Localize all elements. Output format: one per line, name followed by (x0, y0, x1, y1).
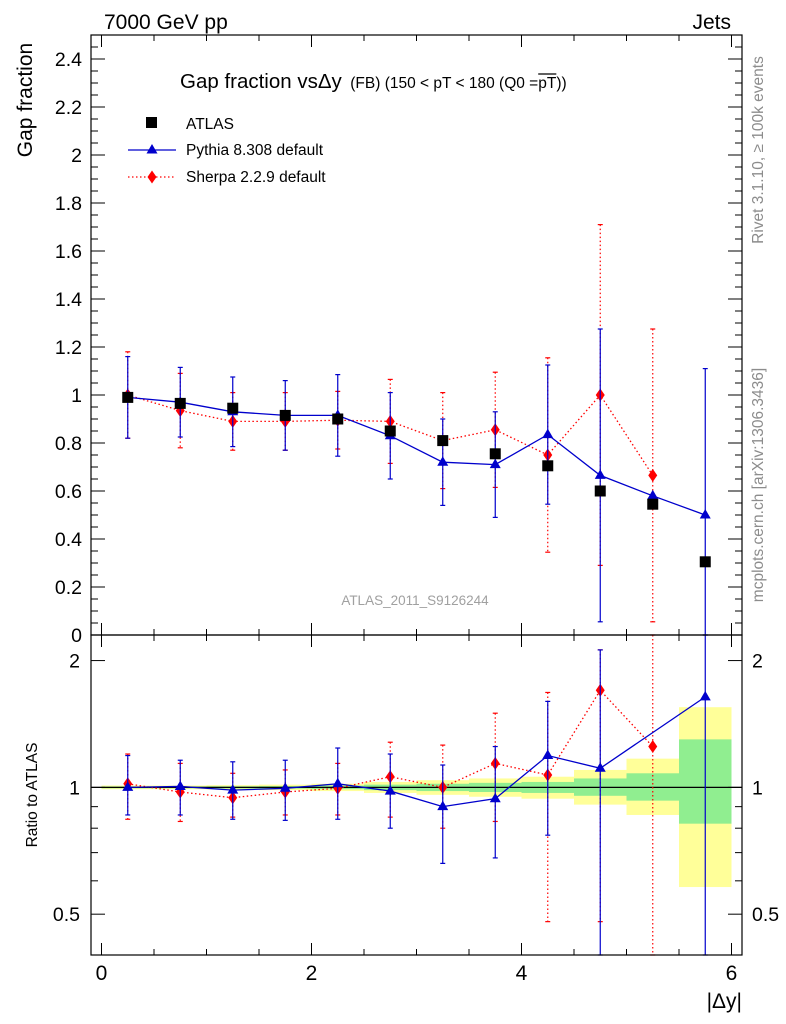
main-y-tick-label: 0.8 (55, 433, 82, 455)
main-y-tick-label: 2.4 (55, 49, 82, 71)
data-point-pythia-8-308-default (437, 456, 449, 466)
legend-marker-atlas (146, 117, 157, 128)
ratio-point-pythia-8-308-default (332, 777, 344, 788)
ratio-point-pythia-8-308-default (227, 784, 239, 794)
main-panel-ticks: 0 0.2 0.4 0.6 0.8 1 1.2 1.4 1.6 1.8 2 2.2 2.4 (55, 34, 742, 647)
data-point-atlas (332, 413, 344, 425)
data-point-pythia-8-308-default (594, 469, 606, 479)
chart-title: Gap fraction vsΔy (FB) (150 < pT < 180 (… (180, 70, 567, 93)
ratio-y-tick-label: 0.5 (53, 904, 80, 926)
main-y-tick-label: 2.2 (55, 97, 82, 119)
series-line-sherpa-2-2-9-default (127, 393, 654, 476)
ratio-point-pythia-8-308-default (279, 782, 291, 792)
legend-label-atlas: ATLAS (186, 116, 234, 133)
legend-marker-sherpa (147, 170, 157, 184)
legend: ATLAS Pythia 8.308 default Sherpa 2.2.9 … (128, 116, 326, 186)
data-point-pythia-8-308-default (489, 458, 501, 469)
ratio-point-pythia-8-308-default (699, 690, 711, 701)
ratio-point-pythia-8-308-default (122, 781, 134, 791)
ratio-point-pythia-8-308-default (437, 800, 449, 811)
series-line-pythia-8-308-default (127, 396, 706, 516)
main-y-tick-label: 0.6 (55, 481, 82, 503)
ratio-panel-frame (90, 634, 743, 956)
main-y-tick-label: 1.2 (55, 337, 82, 359)
data-point-pythia-8-308-default (542, 428, 554, 439)
main-y-tick-label: 0 (71, 625, 82, 647)
main-y-tick-label: 1.4 (55, 289, 82, 311)
data-point-atlas (227, 402, 239, 414)
ratio-uncertainty-bands (91, 707, 742, 888)
chart-title-sub: (FB) (150 < pT < 180 (Q0 =pT)) (350, 75, 566, 92)
analysis-id-label: ATLAS_2011_S9126244 (341, 593, 489, 608)
ratio-point-pythia-8-308-default (174, 780, 186, 790)
chart-title-main: Gap fraction vsΔy (180, 70, 343, 93)
ratio-point-pythia-8-308-default (594, 762, 606, 772)
main-y-tick-label: 1.6 (55, 241, 82, 263)
data-point-sherpa-2-2-9-default (648, 468, 658, 482)
main-y-tick-label: 1.8 (55, 193, 82, 215)
main-panel-series (122, 224, 711, 636)
x-tick-label: 4 (516, 962, 528, 985)
data-point-atlas (122, 391, 134, 403)
x-axis-label: |Δy| (707, 990, 742, 1013)
x-tick-label: 6 (726, 962, 738, 985)
ratio-y-tick-label-right: 2 (752, 651, 763, 673)
x-tick-label: 0 (96, 962, 108, 985)
ratio-point-pythia-8-308-default (489, 792, 501, 803)
main-y-tick-label: 0.2 (55, 577, 82, 599)
data-point-atlas (542, 460, 554, 472)
data-point-atlas (594, 485, 606, 497)
ratio-y-axis-label: Ratio to ATLAS (24, 743, 41, 848)
ratio-y-tick-label-right: 0.5 (752, 904, 779, 926)
ratio-panel-series (122, 634, 711, 956)
header-right-label: Jets (692, 11, 731, 34)
data-point-atlas (384, 425, 396, 437)
mcplots-label: mcplots.cern.ch [arXiv:1306.3436] (750, 368, 767, 602)
data-point-atlas (279, 409, 291, 421)
main-y-tick-label: 1 (71, 385, 82, 407)
ratio-y-tick-label-right: 1 (752, 777, 763, 799)
data-point-atlas (647, 498, 659, 510)
header-left-label: 7000 GeV pp (104, 11, 228, 34)
x-tick-label: 2 (306, 962, 318, 985)
data-point-atlas (174, 397, 186, 409)
ratio-y-tick-label: 2 (69, 651, 80, 673)
data-point-atlas (437, 435, 449, 447)
data-point-atlas (699, 556, 711, 568)
ratio-point-sherpa-2-2-9-default (648, 740, 658, 754)
rivet-label: Rivet 3.1.10, ≥ 100k events (750, 56, 767, 244)
legend-marker-pythia (146, 144, 158, 154)
legend-label-sherpa: Sherpa 2.2.9 default (186, 169, 326, 186)
main-y-axis-label: Gap fraction (14, 43, 37, 157)
ratio-point-pythia-8-308-default (542, 749, 554, 760)
ratio-y-tick-label: 1 (69, 777, 80, 799)
data-point-atlas (489, 448, 501, 460)
ratio-panel-ticks: 0 2 4 6 0.5 0.5 1 1 2 2 (53, 635, 779, 985)
main-y-tick-label: 0.4 (55, 529, 82, 551)
legend-label-pythia: Pythia 8.308 default (186, 142, 324, 159)
data-point-pythia-8-308-default (647, 489, 659, 500)
ratio-point-pythia-8-308-default (384, 785, 396, 795)
data-point-pythia-8-308-default (699, 509, 711, 519)
main-y-tick-label: 2 (71, 145, 82, 167)
